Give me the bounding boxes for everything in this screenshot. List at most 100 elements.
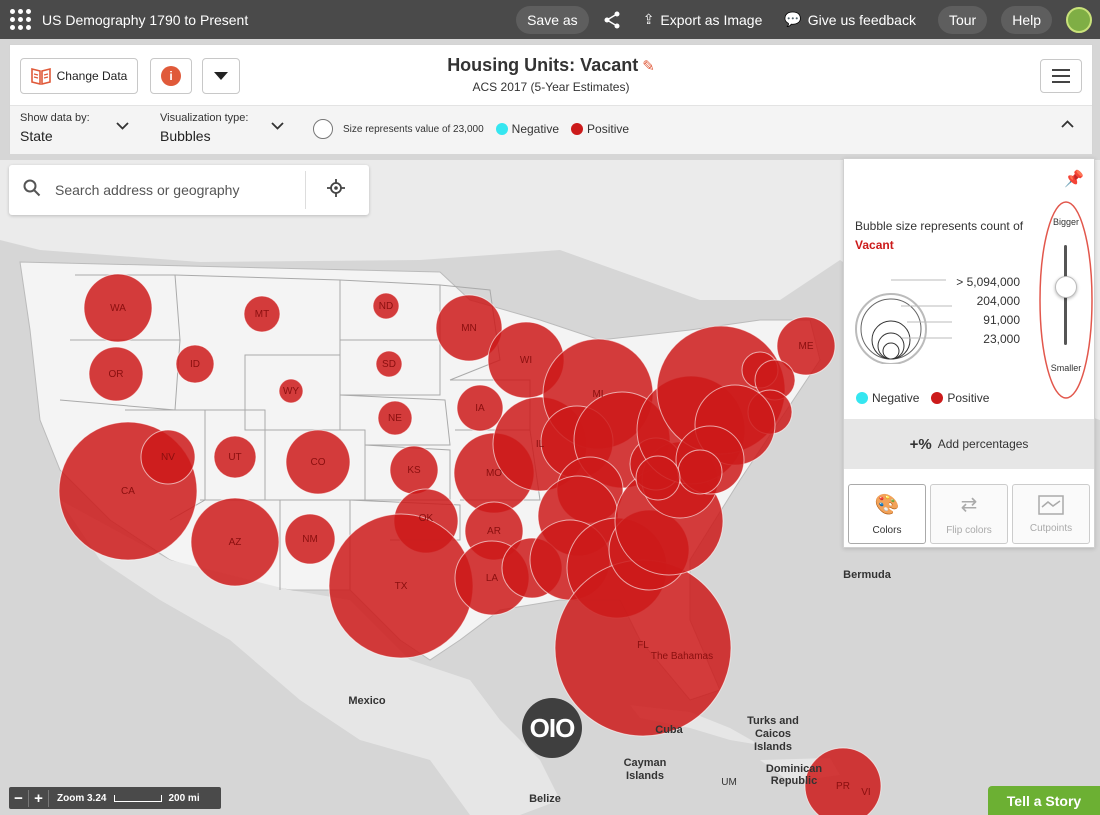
search-icon[interactable]	[9, 179, 55, 202]
bubble-NE[interactable]	[377, 400, 413, 436]
size-labels: > 5,094,000 204,000 91,000 23,000	[944, 273, 1020, 349]
state-label: NM	[302, 534, 318, 545]
feedback-button[interactable]: 💬 Give us feedback	[784, 11, 916, 28]
export-image-button[interactable]: ⇪ Export as Image	[643, 11, 763, 28]
positive-label: Positive	[587, 122, 630, 136]
chevron-down-icon[interactable]	[271, 122, 284, 130]
bubble-NV[interactable]	[140, 429, 196, 485]
save-as-button[interactable]: Save as	[516, 5, 589, 34]
cutpoints-label: Cutpoints	[1029, 522, 1073, 534]
place-label-cayman: Cayman	[624, 757, 667, 769]
app-title[interactable]: US Demography 1790 to Present	[42, 11, 249, 28]
more-options-dropdown[interactable]	[202, 58, 240, 94]
place-label-cayman: Islands	[626, 770, 664, 782]
bubble-OR[interactable]	[88, 346, 144, 402]
map-title[interactable]: Housing Units: Vacant	[447, 55, 639, 75]
cutpoints-button[interactable]: Cutpoints	[1012, 484, 1090, 544]
place-label-dominican: Dominican	[766, 763, 823, 775]
hamburger-menu-button[interactable]	[1040, 59, 1082, 93]
bubble-WY[interactable]	[278, 378, 304, 404]
share-icon[interactable]	[603, 11, 621, 29]
place-label-belize: Belize	[529, 793, 561, 805]
change-data-button[interactable]: Change Data	[20, 58, 138, 94]
add-percentages-label: Add percentages	[937, 437, 1029, 451]
info-button[interactable]: i	[150, 58, 192, 94]
size-label: 91,000	[983, 313, 1020, 327]
upload-icon: ⇪	[642, 11, 655, 27]
zoom-out-button[interactable]: −	[9, 789, 29, 807]
negative-dot-icon	[495, 123, 508, 135]
help-button[interactable]: Help	[1001, 5, 1052, 34]
add-percentages-button[interactable]: +% Add percentages	[844, 419, 1094, 469]
place-label-dominican: Republic	[771, 775, 817, 787]
bubble-ND[interactable]	[372, 292, 400, 320]
bubble-NM[interactable]	[284, 513, 336, 565]
search-box	[9, 165, 369, 215]
state-label: UT	[228, 452, 241, 463]
bubble-CO[interactable]	[285, 429, 351, 495]
visualization-type-select[interactable]: Visualization type: Bubbles	[160, 112, 248, 144]
change-data-label: Change Data	[56, 69, 128, 83]
bubble-MN[interactable]	[435, 294, 503, 362]
panel-color-legend: Negative Positive	[856, 391, 989, 405]
chevron-up-icon[interactable]	[1061, 120, 1074, 128]
place-label-cuba: Cuba	[655, 724, 683, 736]
state-label: MI	[592, 389, 603, 400]
app-grid-icon[interactable]	[10, 8, 32, 31]
compare-button[interactable]: OIO	[522, 698, 582, 758]
bubble-PR[interactable]	[804, 747, 882, 815]
negative-label: Negative	[872, 391, 920, 405]
chevron-down-icon[interactable]	[116, 122, 129, 130]
search-input[interactable]	[55, 182, 305, 198]
zoom-in-button[interactable]: +	[29, 789, 49, 807]
pin-icon[interactable]: 📌	[1064, 171, 1084, 188]
locate-icon[interactable]	[306, 178, 365, 202]
state-label: FL	[637, 640, 649, 651]
place-label-mexico: Mexico	[348, 695, 386, 707]
state-label: AR	[487, 526, 501, 537]
negative-label: Negative	[511, 122, 560, 136]
bubble-MD[interactable]	[635, 455, 681, 501]
bubble-AZ[interactable]	[190, 497, 280, 587]
show-data-by-select[interactable]: Show data by: State	[20, 112, 90, 144]
inline-legend: Size represents value of 23,000 Negative…	[313, 119, 629, 139]
bubble-ID[interactable]	[175, 344, 215, 384]
positive-label: Positive	[947, 391, 990, 405]
bubble-layer[interactable]	[58, 273, 882, 815]
bubble-size-slider[interactable]: Bigger Smaller	[1038, 199, 1094, 401]
place-label-bermuda: Bermuda	[843, 569, 892, 581]
state-label: IA	[475, 403, 485, 414]
bubble-MT[interactable]	[243, 295, 281, 333]
place-labels: Bermuda Mexico Cuba Turks and Caicos Isl…	[348, 569, 891, 805]
colors-button[interactable]: 🎨 Colors	[848, 484, 926, 544]
state-label: KS	[407, 465, 421, 476]
tell-a-story-button[interactable]: Tell a Story	[988, 786, 1100, 815]
speech-bubble-icon: 💬	[784, 11, 802, 27]
place-label-turks: Islands	[754, 741, 792, 753]
scale-bar	[114, 794, 163, 802]
divider	[305, 171, 306, 209]
state-label: ME	[799, 341, 814, 352]
tour-button[interactable]: Tour	[937, 5, 988, 34]
state-label: MT	[255, 309, 269, 320]
feedback-label: Give us feedback	[807, 11, 916, 28]
state-label: ND	[379, 301, 393, 312]
bubble-DE[interactable]	[677, 449, 723, 495]
user-avatar[interactable]	[1066, 6, 1092, 33]
state-label: TX	[395, 581, 408, 592]
size-label: 23,000	[983, 332, 1020, 346]
bubble-WA[interactable]	[83, 273, 153, 343]
bubble-UT[interactable]	[213, 435, 257, 479]
slider-handle[interactable]	[1055, 276, 1077, 298]
bubble-SD[interactable]	[375, 350, 403, 378]
palette-icon: 🎨	[874, 494, 900, 516]
bubble-size-caption: Bubble size represents count of Vacant	[855, 219, 1035, 252]
cutpoints-icon	[1038, 494, 1064, 515]
state-label: WI	[520, 355, 532, 366]
flip-colors-button[interactable]: ⇄ Flip colors	[930, 484, 1008, 544]
hollow-circle-icon	[313, 119, 333, 139]
pencil-icon[interactable]: ✎	[642, 58, 655, 75]
state-label: LA	[486, 573, 499, 584]
bubble-IA[interactable]	[456, 384, 504, 432]
bubble-ME[interactable]	[776, 316, 836, 376]
